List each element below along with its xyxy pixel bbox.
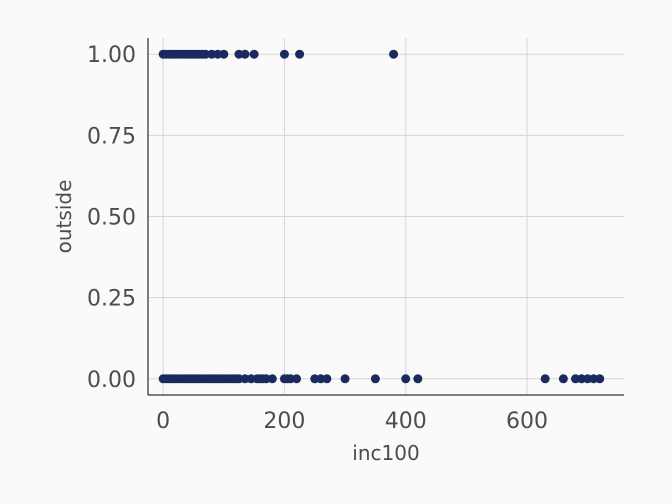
y-tick-labels: 0.00 0.25 0.50 0.75 1.00 xyxy=(87,43,136,393)
x-tick-label: 600 xyxy=(506,409,548,434)
data-point xyxy=(370,374,380,384)
data-point xyxy=(558,374,568,384)
y-tick-label: 1.00 xyxy=(87,43,136,68)
data-point xyxy=(267,374,277,384)
data-point xyxy=(340,374,350,384)
data-point xyxy=(413,374,423,384)
x-axis-title: inc100 xyxy=(352,441,419,465)
data-point xyxy=(295,49,305,59)
data-point xyxy=(595,374,605,384)
x-tick-labels: 0 200 400 600 xyxy=(156,409,548,434)
y-tick-label: 0.75 xyxy=(87,124,136,149)
data-point xyxy=(279,49,289,59)
x-tick-label: 400 xyxy=(385,409,427,434)
x-tick-label: 0 xyxy=(156,409,170,434)
y-axis-title: outside xyxy=(52,180,76,254)
data-points xyxy=(158,49,605,384)
data-point xyxy=(219,49,229,59)
data-point xyxy=(240,49,250,59)
y-tick-label: 0.50 xyxy=(87,206,136,231)
x-tick-label: 200 xyxy=(263,409,305,434)
data-point xyxy=(389,49,399,59)
data-point xyxy=(292,374,302,384)
y-tick-label: 0.25 xyxy=(87,287,136,312)
data-point xyxy=(540,374,550,384)
data-point xyxy=(401,374,411,384)
data-point xyxy=(322,374,332,384)
y-tick-label: 0.00 xyxy=(87,368,136,393)
grid xyxy=(148,38,624,395)
data-point xyxy=(249,49,259,59)
